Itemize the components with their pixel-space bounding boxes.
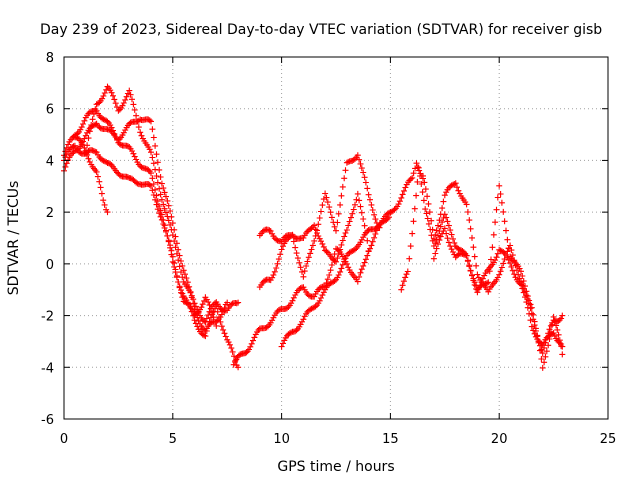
y-tick-label: -2 — [41, 310, 54, 325]
x-axis-label: GPS time / hours — [277, 459, 394, 475]
y-tick-label: 6 — [46, 103, 54, 118]
series-trace-3 — [61, 142, 220, 329]
y-tick-label: -6 — [41, 413, 54, 428]
series-trace-8 — [278, 160, 426, 350]
x-tick-label: 20 — [491, 432, 508, 447]
x-tick-label: 15 — [382, 432, 399, 447]
y-tick-label: 4 — [46, 154, 54, 169]
series-trace-6 — [230, 209, 394, 368]
series-trace-5 — [71, 134, 111, 216]
plot-frame — [63, 56, 609, 420]
marker-set — [230, 209, 394, 368]
marker-set — [256, 190, 372, 291]
series-trace-7 — [256, 190, 372, 291]
marker-set — [398, 164, 566, 350]
series-trace-11 — [420, 172, 566, 357]
chart-title: Day 239 of 2023, Sidereal Day-to-day VTE… — [40, 22, 602, 38]
marker-set — [278, 160, 426, 350]
series-trace-10 — [398, 164, 566, 350]
axis-ticks: 0 5 10 15 20 25 -6 -4 -2 0 2 4 6 8 — [41, 51, 616, 447]
grid — [64, 57, 608, 419]
y-tick-label: 8 — [46, 51, 54, 66]
y-axis-label: SDTVAR / TECUs — [6, 181, 22, 296]
series-trace-9 — [256, 152, 383, 280]
data-marks — [61, 83, 566, 371]
x-tick-label: 0 — [60, 432, 68, 447]
y-tick-label: -4 — [41, 361, 54, 376]
x-tick-label: 10 — [273, 432, 290, 447]
y-tick-label: 0 — [46, 258, 54, 273]
series-trace-12 — [430, 182, 566, 371]
y-tick-label: 2 — [46, 206, 54, 221]
marker-set — [61, 142, 220, 329]
marker-set — [256, 152, 383, 280]
marker-set — [420, 172, 566, 357]
x-tick-label: 25 — [600, 432, 617, 447]
marker-set — [71, 134, 111, 216]
marker-set — [430, 182, 566, 371]
x-tick-label: 5 — [169, 432, 177, 447]
